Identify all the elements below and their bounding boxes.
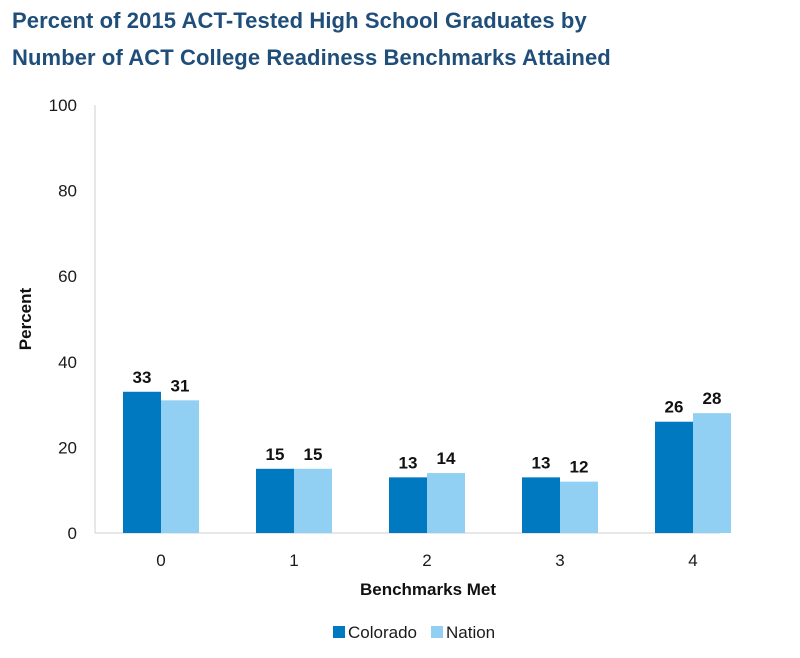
bar-colorado-3 bbox=[522, 477, 560, 533]
bar-nation-0 bbox=[161, 400, 199, 533]
bar-nation-1 bbox=[294, 468, 332, 533]
data-label-colorado-3: 13 bbox=[532, 453, 551, 472]
legend-swatch-colorado bbox=[333, 626, 345, 638]
data-label-colorado-0: 33 bbox=[133, 368, 152, 387]
data-label-colorado-1: 15 bbox=[266, 445, 285, 464]
data-label-nation-0: 31 bbox=[171, 376, 190, 395]
chart-title-line-1: Percent of 2015 ACT-Tested High School G… bbox=[12, 8, 587, 33]
y-tick-label: 60 bbox=[58, 267, 77, 286]
bar-nation-2 bbox=[427, 473, 465, 533]
legend-swatch-nation bbox=[431, 626, 443, 638]
bar-nation-3 bbox=[560, 481, 598, 533]
bar-colorado-1 bbox=[256, 468, 294, 533]
legend-label-colorado: Colorado bbox=[348, 623, 417, 642]
y-axis-title: Percent bbox=[16, 287, 35, 350]
y-tick-label: 80 bbox=[58, 182, 77, 201]
x-axis-title: Benchmarks Met bbox=[360, 580, 496, 599]
y-tick-label: 20 bbox=[58, 438, 77, 457]
data-label-nation-4: 28 bbox=[703, 389, 722, 408]
bar-colorado-0 bbox=[123, 391, 161, 533]
legend-label-nation: Nation bbox=[446, 623, 495, 642]
x-tick-label: 3 bbox=[555, 551, 564, 570]
x-tick-label: 2 bbox=[422, 551, 431, 570]
x-tick-label: 0 bbox=[156, 551, 165, 570]
y-tick-label: 100 bbox=[49, 96, 77, 115]
data-label-nation-2: 14 bbox=[437, 449, 456, 468]
chart-title-line-2: Number of ACT College Readiness Benchmar… bbox=[12, 45, 611, 70]
data-label-nation-1: 15 bbox=[304, 445, 323, 464]
x-tick-label: 4 bbox=[688, 551, 697, 570]
bar-colorado-2 bbox=[389, 477, 427, 533]
data-label-nation-3: 12 bbox=[570, 458, 589, 477]
x-tick-label: 1 bbox=[289, 551, 298, 570]
y-tick-label: 0 bbox=[68, 524, 77, 543]
y-tick-label: 40 bbox=[58, 353, 77, 372]
data-label-colorado-2: 13 bbox=[399, 453, 418, 472]
bar-nation-4 bbox=[693, 413, 731, 533]
bar-colorado-4 bbox=[655, 421, 693, 533]
data-label-colorado-4: 26 bbox=[665, 398, 684, 417]
